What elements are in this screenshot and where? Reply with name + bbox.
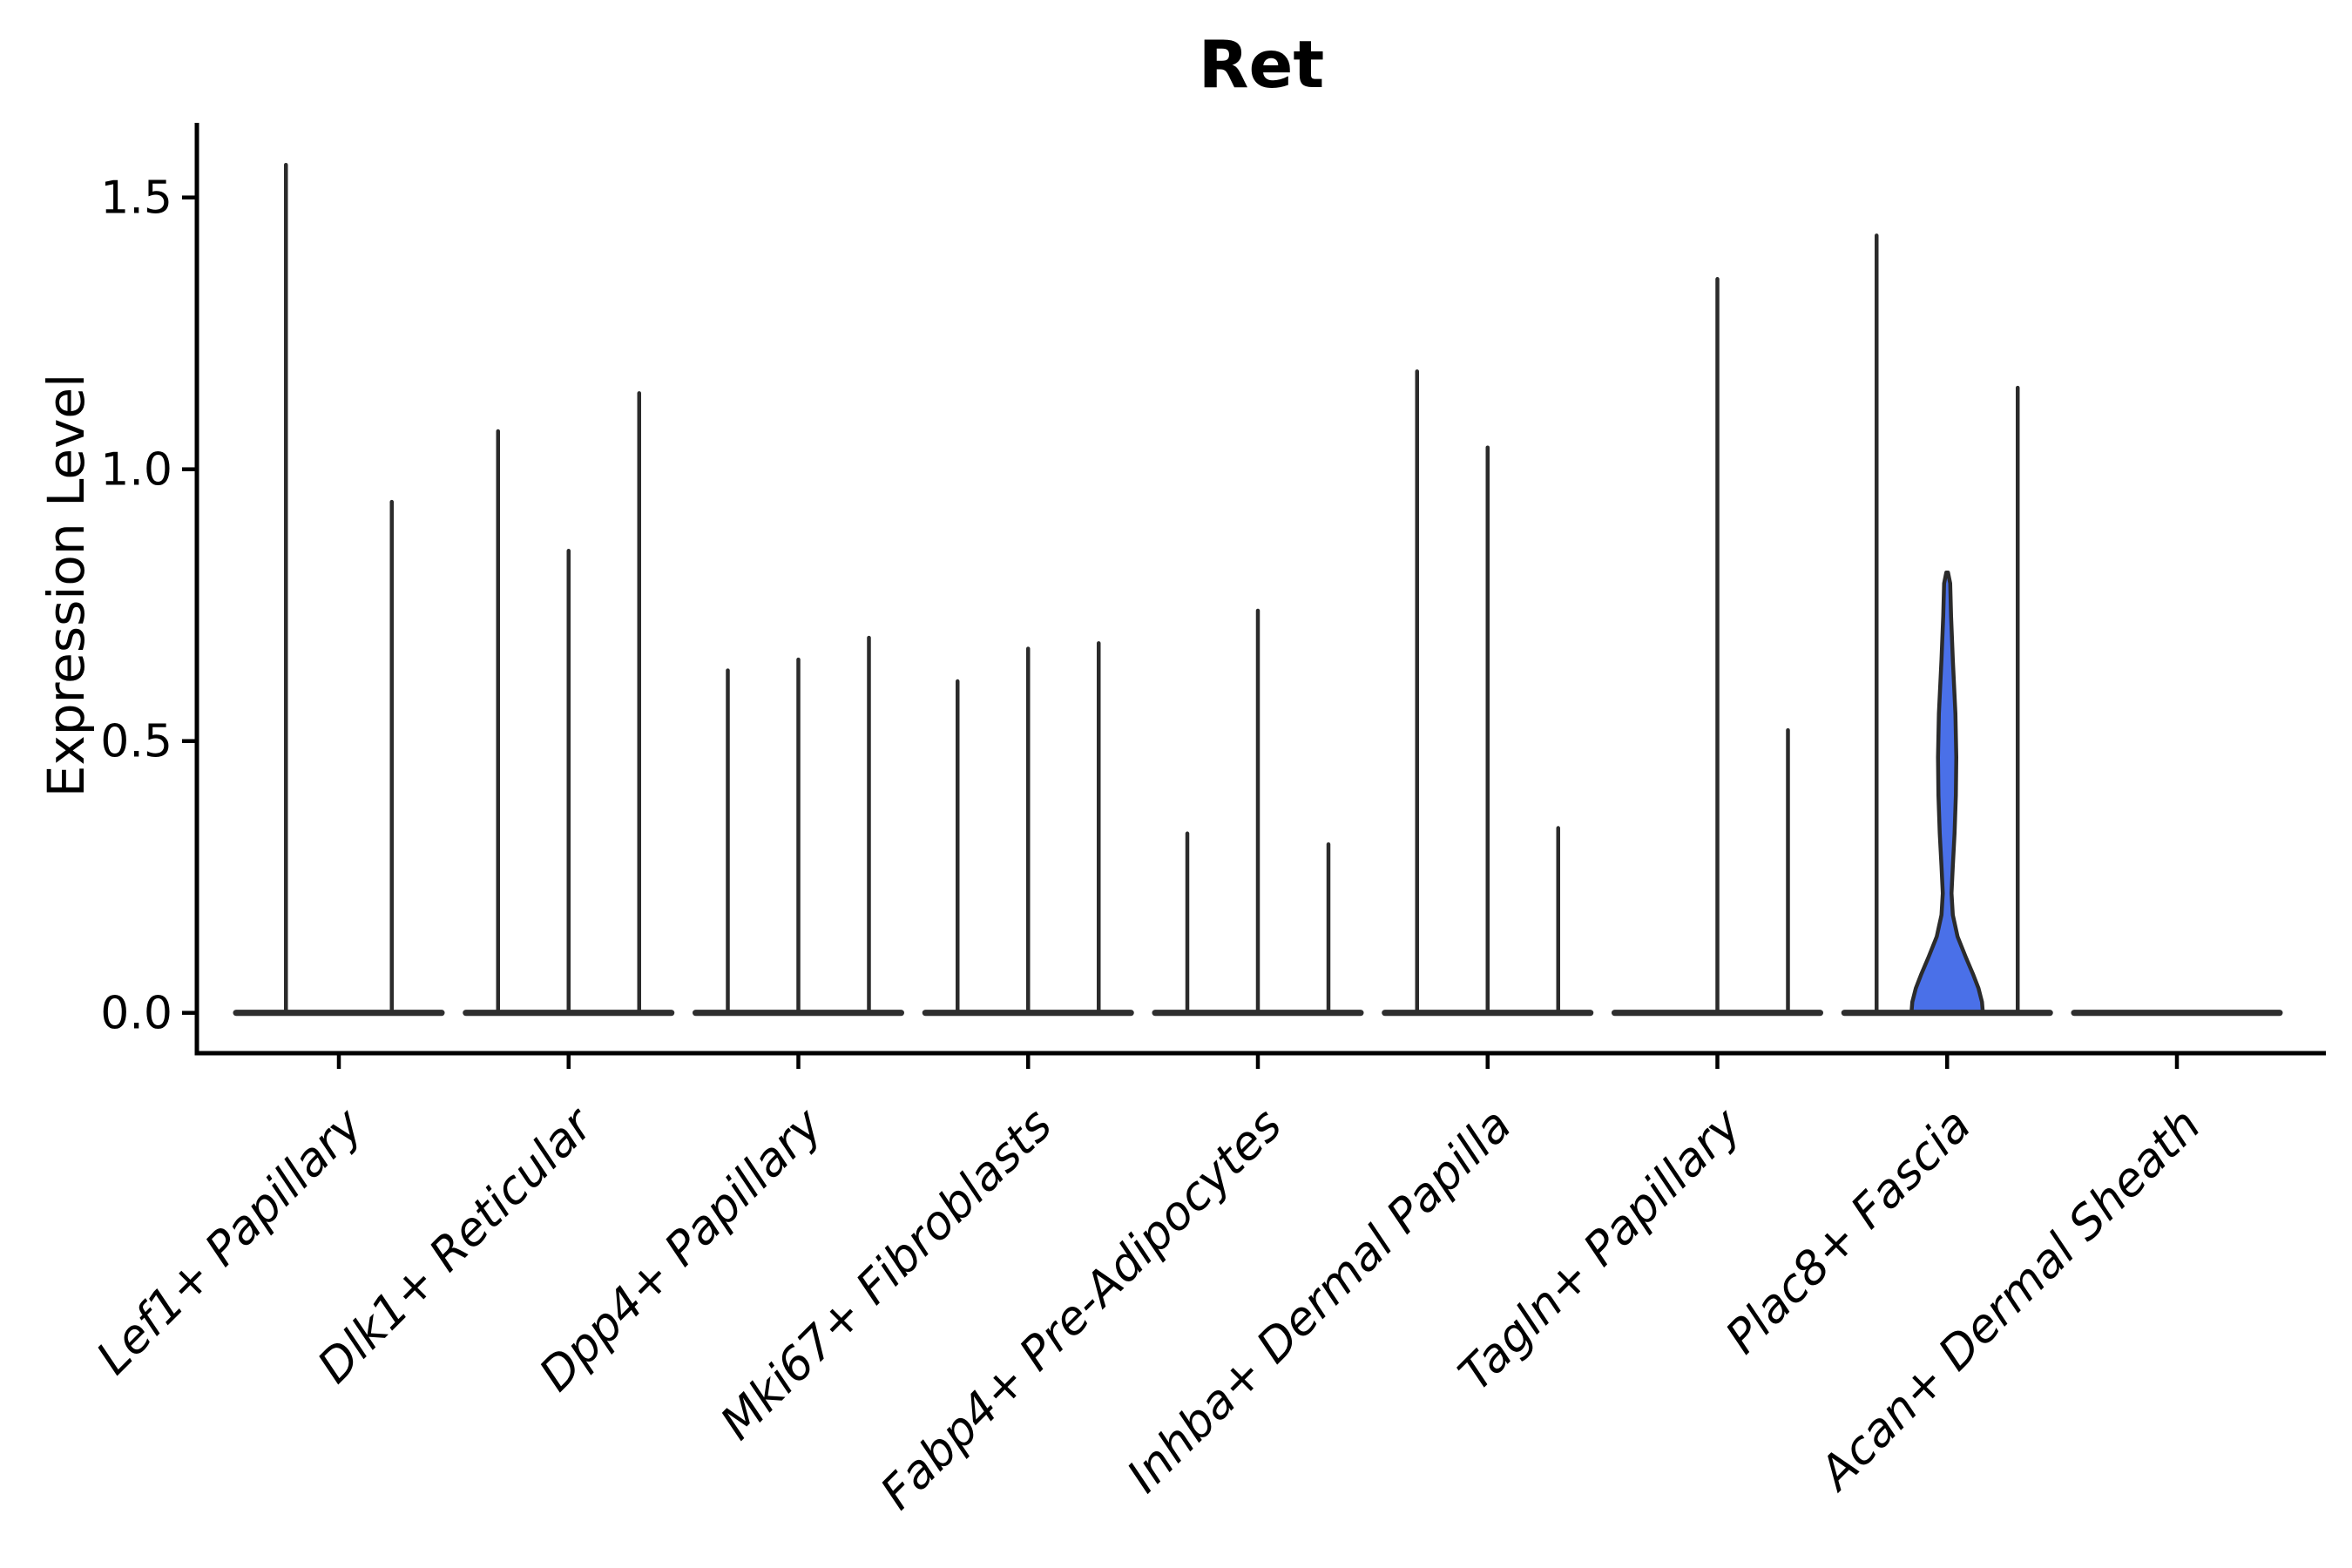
violin-baseline — [233, 1010, 445, 1017]
violin-baseline — [1612, 1010, 1823, 1017]
x-tick-label: Inhba+ Dermal Papilla — [1118, 1098, 1522, 1503]
violin-baseline — [1152, 1010, 1364, 1017]
violin-baseline — [1841, 1010, 2053, 1017]
violin-baseline — [922, 1010, 1134, 1017]
y-tick-label: 1.5 — [100, 172, 172, 225]
x-tick-label: Fabp4+ Pre-Adipocytes — [871, 1098, 1293, 1520]
chart-title: Ret — [1198, 26, 1325, 103]
y-tick-label: 0.0 — [100, 988, 172, 1040]
violin-baseline — [1382, 1010, 1594, 1017]
violin-baseline — [693, 1010, 904, 1017]
y-tick-label: 1.0 — [100, 444, 172, 497]
x-tick-label: Plac8+ Fascia — [1716, 1098, 1982, 1364]
x-tick-label: Acan+ Dermal Sheath — [1808, 1098, 2212, 1502]
violin-filled — [1909, 571, 1985, 1015]
violin-baseline — [2071, 1010, 2283, 1017]
y-tick-label: 0.5 — [100, 716, 172, 768]
violin-baseline — [463, 1010, 675, 1017]
